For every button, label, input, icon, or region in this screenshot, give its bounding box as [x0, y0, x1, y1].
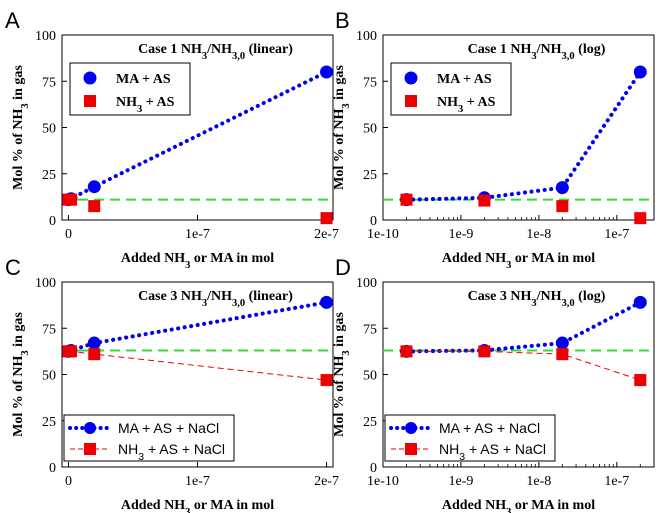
- data-point: [65, 345, 78, 358]
- y-tick-label: 50: [42, 122, 56, 137]
- data-point: [320, 374, 333, 387]
- x-axis-label: Added NH3 or MA in mol: [442, 498, 595, 513]
- x-tick-label: 1e-10: [367, 227, 399, 242]
- y-tick-label: 100: [356, 276, 377, 291]
- panel-letter: A: [5, 8, 20, 33]
- data-point: [556, 348, 569, 361]
- y-tick-label: 0: [370, 461, 377, 476]
- y-tick-label: 25: [42, 415, 56, 430]
- series-line: [406, 350, 641, 381]
- legend-label: MA + AS: [437, 72, 492, 87]
- y-tick-label: 0: [49, 461, 56, 476]
- x-tick-label: 1e-10: [367, 474, 399, 489]
- data-point: [634, 212, 647, 225]
- series-line: [68, 350, 327, 381]
- data-point: [556, 200, 569, 213]
- legend-label: MA + AS + NaCl: [118, 420, 219, 436]
- y-tick-label: 50: [363, 122, 377, 137]
- y-axis-label: Mol % of NH3 in gas: [332, 312, 352, 437]
- x-tick-label: 1e-8: [526, 474, 551, 489]
- y-tick-label: 100: [35, 276, 56, 291]
- y-axis-label: Mol % of NH3 in gas: [332, 65, 352, 190]
- x-tick-label: 1e-8: [526, 227, 551, 242]
- panel-c: C 0 25 50 75 100 0 1e-7 2e-7 Added NH3 or MA in m…: [5, 255, 339, 513]
- x-axis-label: Added NH3 or MA in mol: [121, 251, 274, 271]
- y-tick-label: 0: [49, 214, 56, 229]
- series-line: [66, 300, 329, 354]
- x-tick-label: 1e-7: [185, 227, 210, 242]
- data-point: [320, 295, 334, 309]
- y-tick-label: 25: [42, 168, 56, 183]
- panel-a: A 0 25 50 75 100 0 1e-7 2e-7 Added NH3 or MA in m…: [5, 8, 339, 271]
- panel-letter: D: [335, 255, 351, 280]
- panel-d: D 0 25 50 75 100 1e-10 1e-9 1e-8 1e-7 Added NH3 or…: [332, 255, 655, 513]
- x-axis-label: Added NH3 or MA in mol: [442, 251, 595, 271]
- legend-marker: [405, 95, 417, 107]
- legend-marker: [84, 95, 96, 107]
- data-point: [634, 374, 647, 387]
- y-tick-label: 75: [42, 75, 56, 90]
- legend-marker: [84, 443, 96, 455]
- legend-label: MA + AS + NaCl: [439, 420, 540, 436]
- x-tick-label: 2e-7: [314, 227, 339, 242]
- y-tick-label: 100: [35, 29, 56, 44]
- x-tick-label: 0: [65, 227, 72, 242]
- x-axis-label: Added NH3 or MA in mol: [121, 498, 274, 513]
- data-point: [87, 180, 101, 194]
- panel-title: Case 1 NH3/NH3,0 (linear): [138, 42, 293, 62]
- y-axis-label: Mol % of NH3 in gas: [11, 312, 31, 437]
- data-point: [400, 345, 413, 358]
- y-tick-label: 50: [363, 369, 377, 384]
- data-point: [555, 181, 569, 195]
- series-line: [404, 300, 643, 354]
- data-point: [400, 193, 413, 206]
- x-tick-label: 1e-7: [604, 474, 629, 489]
- x-tick-label: 2e-7: [314, 474, 339, 489]
- data-point: [88, 200, 101, 213]
- y-tick-label: 75: [363, 322, 377, 337]
- y-tick-label: 75: [363, 75, 377, 90]
- legend-marker: [405, 443, 417, 455]
- y-tick-label: 25: [363, 168, 377, 183]
- y-tick-label: 25: [363, 415, 377, 430]
- x-tick-label: 1e-7: [604, 227, 629, 242]
- x-tick-label: 0: [65, 474, 72, 489]
- y-tick-label: 75: [42, 322, 56, 337]
- panel-title: Case 3 NH3/NH3,0 (linear): [138, 289, 293, 309]
- y-axis-label: Mol % of NH3 in gas: [11, 65, 31, 190]
- data-point: [555, 336, 569, 350]
- data-point: [87, 336, 101, 350]
- data-point: [478, 194, 491, 207]
- panel-letter: B: [335, 8, 350, 33]
- legend-label: NH3 + AS: [116, 95, 175, 115]
- data-point: [478, 345, 491, 358]
- x-tick-label: 1e-9: [448, 227, 473, 242]
- data-point: [88, 348, 101, 361]
- legend-label: NH3 + AS: [437, 95, 496, 115]
- data-point: [633, 65, 647, 79]
- legend-label: MA + AS: [116, 72, 171, 87]
- data-point: [65, 193, 78, 206]
- data-point: [320, 65, 334, 79]
- series-line: [404, 70, 643, 202]
- legend-marker: [405, 422, 417, 434]
- panel-letter: C: [5, 255, 21, 280]
- panel-title: Case 3 NH3/NH3,0 (log): [468, 289, 606, 309]
- legend-marker: [84, 422, 96, 434]
- x-tick-label: 1e-7: [185, 474, 210, 489]
- panel-b: B 0 25 50 75 100 1e-10 1e-9 1e-8 1e-7 Added NH3 or…: [332, 8, 655, 271]
- data-point: [633, 295, 647, 309]
- y-tick-label: 100: [356, 29, 377, 44]
- y-tick-label: 0: [370, 214, 377, 229]
- x-tick-label: 1e-9: [448, 474, 473, 489]
- data-point: [320, 212, 333, 225]
- legend-marker: [404, 71, 418, 85]
- panel-title: Case 1 NH3/NH3,0 (log): [468, 42, 606, 62]
- legend-marker: [83, 71, 97, 85]
- y-tick-label: 50: [42, 369, 56, 384]
